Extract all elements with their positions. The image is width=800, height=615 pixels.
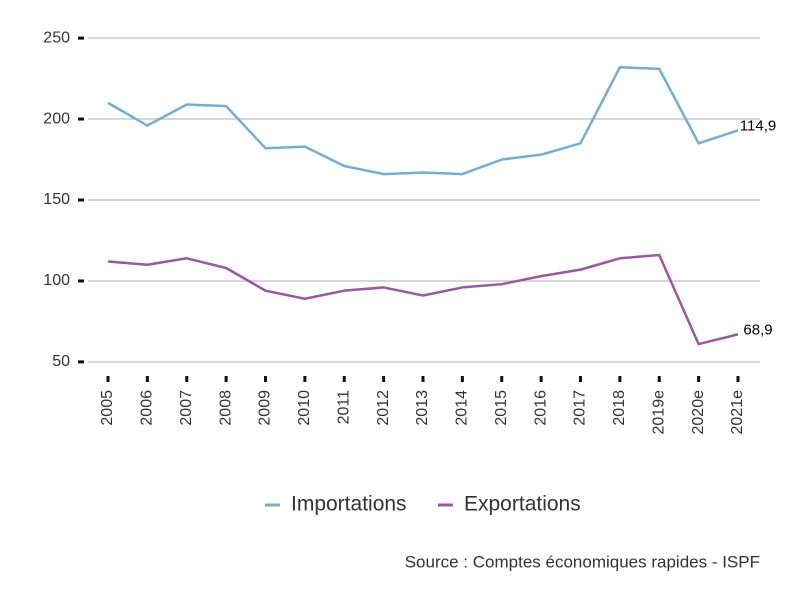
x-tick-label: 2009	[257, 390, 274, 426]
x-tick-label: 2011	[335, 390, 352, 425]
x-tick-label: 2014	[454, 390, 471, 426]
x-tick-label: 2013	[414, 390, 431, 426]
source: Source : Comptes économiques rapides - I…	[405, 552, 760, 571]
x-tick-label: 2021e	[729, 390, 746, 435]
x-tick-label: 2020e	[690, 390, 707, 435]
line	[107, 65, 739, 176]
y-tick-label: 100	[43, 272, 70, 289]
annotation: 68,9	[743, 321, 772, 338]
y-tick-label: 250	[43, 29, 70, 46]
x-tick-label: 2006	[139, 390, 156, 426]
x-tick-label: 2010	[296, 390, 313, 426]
x-tick-label: 2008	[217, 390, 234, 426]
y-tick-label: 150	[43, 191, 70, 208]
x-tick-label: 2017	[572, 390, 589, 426]
x-tick-label: 2019e	[650, 390, 667, 435]
y-tick-label: 50	[52, 353, 70, 370]
x-tick-label: 2012	[375, 390, 392, 426]
y-tick-label: 200	[43, 110, 70, 127]
x-tick-label: 2005	[99, 390, 116, 426]
legend-label: Exportations	[464, 493, 581, 516]
line	[107, 253, 739, 346]
x-tick-label: 2007	[178, 390, 195, 426]
x-tick-label: 2018	[611, 390, 628, 426]
x-tick-label: 2016	[532, 390, 549, 426]
x-tick-label: 2015	[493, 390, 510, 426]
legend-label: Importations	[291, 493, 407, 516]
annotation: 114,9	[740, 117, 776, 134]
